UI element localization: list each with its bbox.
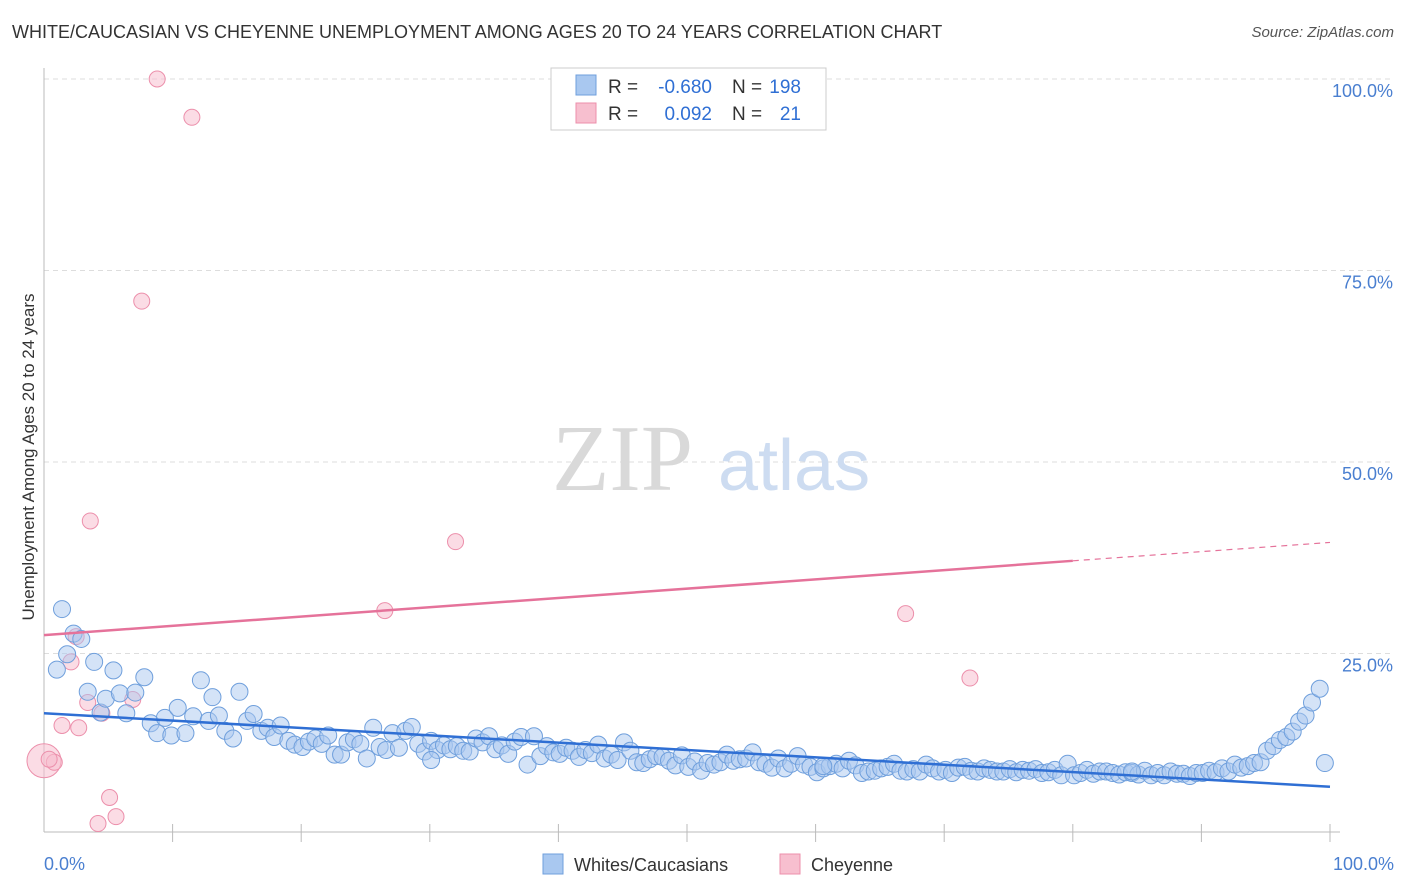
white-caucasian-point — [135, 668, 154, 687]
white-caucasian-trend-line — [43, 712, 1331, 789]
cheyenne-trend-line-extension — [1072, 541, 1331, 562]
white-caucasian-point — [389, 738, 408, 757]
white-caucasian-point — [1122, 762, 1141, 781]
cheyenne-point — [70, 719, 88, 737]
white-caucasian-point — [203, 688, 222, 707]
legend-swatch-pink — [575, 102, 597, 124]
x-ticks — [172, 824, 1331, 842]
y-axis-label: Unemployment Among Ages 20 to 24 years — [19, 294, 38, 621]
cheyenne-point — [961, 669, 979, 687]
legend-n-label-1: N = — [732, 77, 762, 98]
cheyenne-point — [81, 512, 99, 530]
cheyenne-point — [53, 717, 71, 735]
white-caucasian-point — [47, 660, 66, 679]
white-caucasian-point — [364, 718, 383, 737]
white-caucasian-point — [58, 645, 77, 664]
cheyenne-point — [897, 605, 915, 623]
white-caucasian-point — [126, 683, 145, 702]
gridlines — [44, 78, 1392, 654]
white-caucasian-point — [1310, 679, 1329, 698]
cheyenne-point — [89, 815, 107, 833]
axes — [43, 68, 1340, 833]
y-tick-label: 100.0% — [1332, 81, 1393, 101]
white-caucasian-point — [72, 629, 91, 648]
chart-title: WHITE/CAUCASIAN VS CHEYENNE UNEMPLOYMENT… — [12, 22, 943, 42]
legend-r-value-2: 0.092 — [664, 104, 712, 125]
series-legend-swatch-pink — [779, 853, 801, 875]
white-caucasian-point — [1302, 693, 1321, 712]
watermark-atlas: atlas — [718, 426, 870, 506]
white-caucasian-point — [224, 729, 243, 748]
white-caucasian-point — [319, 726, 338, 745]
y-tick-label: 25.0% — [1342, 656, 1393, 676]
x-tick-label-max: 100.0% — [1333, 854, 1394, 874]
series-legend-label-blue: Whites/Caucasians — [574, 855, 728, 875]
legend-n-label-2: N = — [732, 104, 762, 125]
white-caucasian-point — [110, 684, 129, 703]
white-caucasian-point — [402, 718, 421, 737]
white-caucasian-point — [814, 757, 833, 776]
watermark-zip: ZIP — [552, 407, 693, 511]
cheyenne-point — [133, 292, 151, 310]
white-caucasian-point — [422, 750, 441, 769]
cheyenne-point — [101, 789, 119, 807]
series-legend-swatch-blue — [542, 853, 564, 875]
y-tick-labels: 25.0% 50.0% 75.0% 100.0% — [1332, 81, 1393, 676]
cheyenne-point — [40, 750, 58, 768]
white-caucasian-point — [155, 708, 174, 727]
series-legend-label-pink: Cheyenne — [811, 855, 893, 875]
series-legend: Whites/Caucasians Cheyenne — [542, 853, 893, 875]
white-caucasian-point — [608, 750, 627, 769]
cheyenne-point — [447, 533, 465, 551]
white-caucasian-point — [85, 652, 104, 671]
trend-lines — [43, 541, 1331, 789]
y-tick-label: 50.0% — [1342, 464, 1393, 484]
legend-n-value-2: 21 — [780, 104, 801, 125]
white-caucasian-point — [78, 682, 97, 701]
correlation-legend: R = -0.680 N = 198 R = 0.092 N = 21 — [550, 67, 827, 131]
white-caucasian-point — [191, 671, 210, 690]
cheyenne-point — [183, 108, 201, 126]
white-caucasian-point — [230, 682, 249, 701]
legend-n-value-1: 198 — [769, 77, 801, 98]
white-caucasian-point — [176, 724, 195, 743]
white-caucasian-point — [518, 755, 537, 774]
white-caucasian-point — [209, 706, 228, 725]
white-caucasian-point — [1315, 754, 1334, 773]
blue-points — [47, 600, 1334, 786]
white-caucasian-point — [53, 600, 72, 619]
cheyenne-point — [148, 70, 166, 88]
legend-r-label-1: R = — [608, 77, 638, 98]
legend-r-value-1: -0.680 — [658, 77, 712, 98]
legend-swatch-blue — [575, 74, 597, 96]
watermark: ZIP atlas — [552, 407, 870, 511]
white-caucasian-point — [244, 705, 263, 724]
legend-box — [550, 67, 827, 131]
legend-r-label-2: R = — [608, 104, 638, 125]
cheyenne-trend-line — [43, 559, 1073, 637]
white-caucasian-point — [104, 661, 123, 680]
source-label: Source: ZipAtlas.com — [1251, 24, 1394, 41]
white-caucasian-point — [357, 749, 376, 768]
cheyenne-point — [107, 808, 125, 826]
x-tick-label-min: 0.0% — [44, 854, 85, 874]
y-tick-label: 75.0% — [1342, 273, 1393, 293]
white-caucasian-point — [168, 698, 187, 717]
